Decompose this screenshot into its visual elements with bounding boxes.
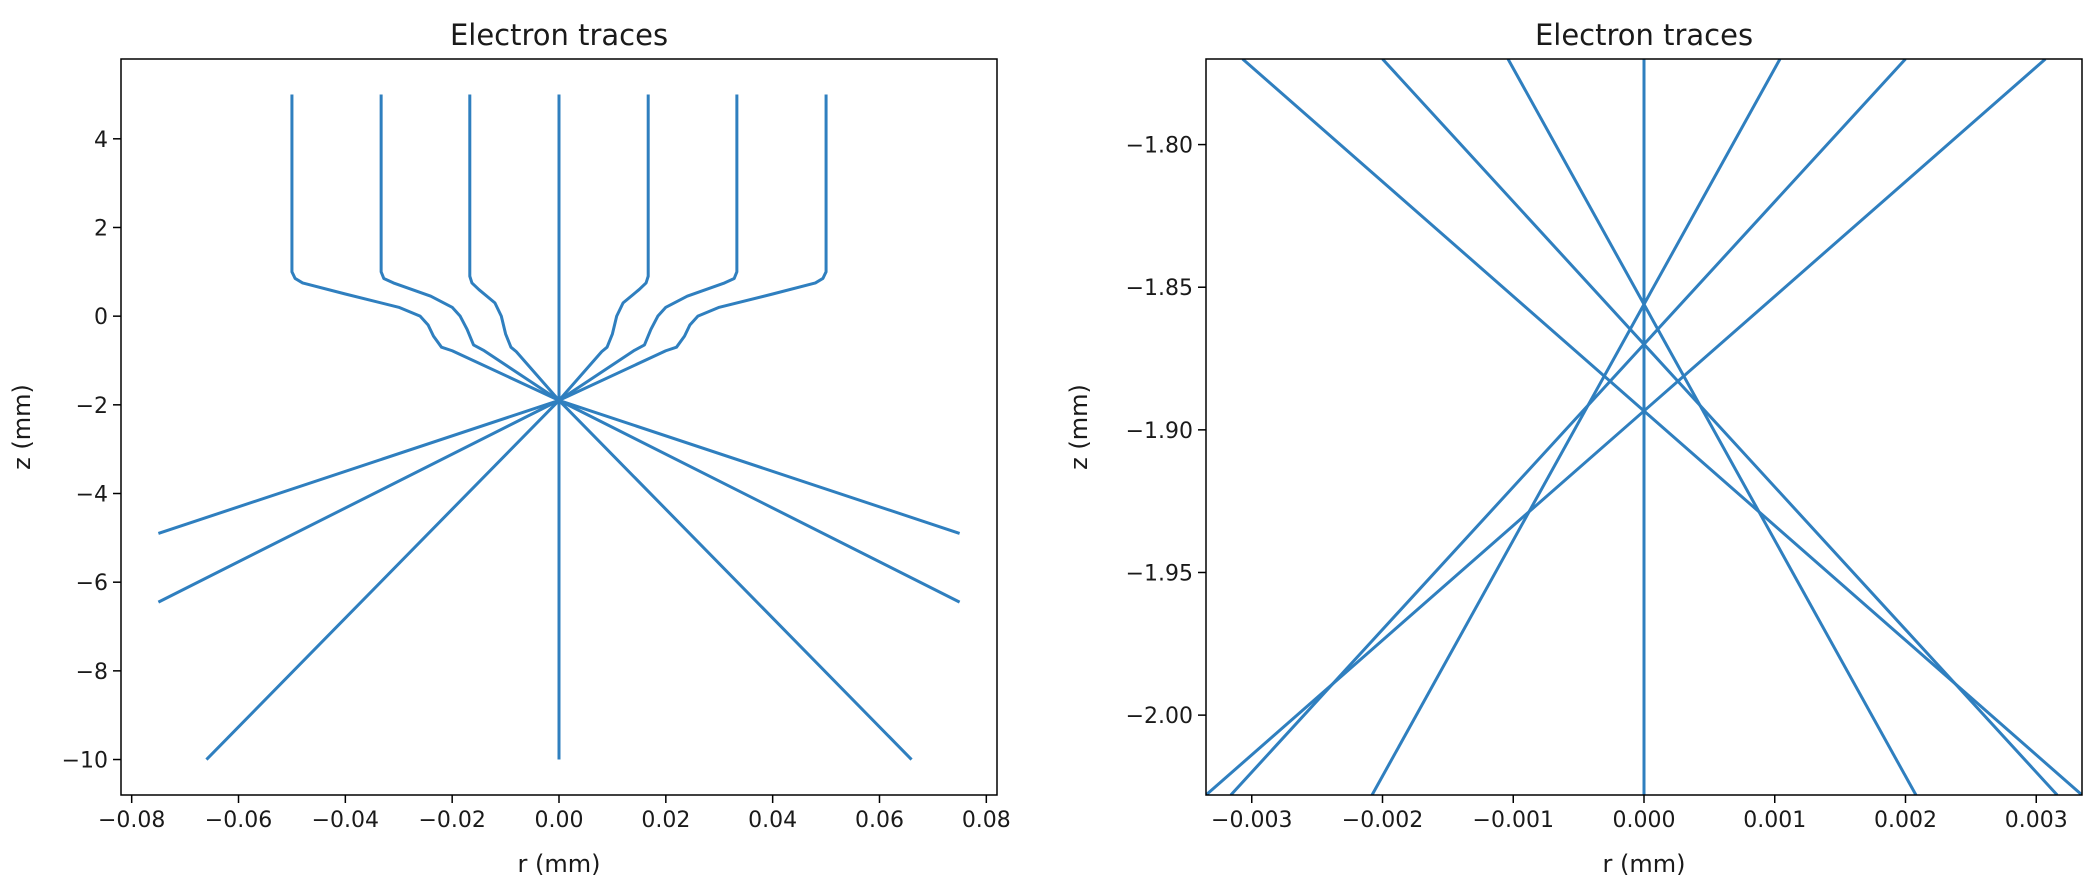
series-line-7	[157, 94, 828, 535]
x-tick-label: −0.02	[418, 808, 485, 833]
y-tick-label: −8	[76, 660, 108, 685]
series-line-6	[157, 94, 739, 604]
x-axis-label: r (mm)	[1603, 850, 1686, 878]
series-line-2	[379, 94, 961, 604]
y-tick-label: 2	[94, 216, 108, 241]
plot-frame	[1205, 58, 2083, 796]
series-line-6	[1229, 59, 1907, 795]
chart-title: Electron traces	[450, 18, 668, 52]
y-axis-label: z (mm)	[8, 384, 36, 470]
chart-left: Electron traces −0.08 −0.06 −0.04 −0.02 0.00…	[8, 18, 1011, 878]
x-tick-label: −0.08	[98, 808, 165, 833]
chart-title: Electron traces	[1535, 18, 1753, 52]
y-tick-label: −2	[76, 394, 108, 419]
series-line-3	[1506, 59, 1918, 795]
y-tick-label: −10	[62, 749, 108, 774]
chart-right: Electron traces −0.003 −0.002 −0.001 0.000 0…	[1065, 18, 2083, 878]
x-tick-label: −0.002	[1342, 808, 1423, 833]
x-tick-label: 0.003	[2005, 808, 2068, 833]
series-line-2	[1381, 59, 2059, 795]
y-tick-label: −1.95	[1126, 561, 1193, 586]
plot-frame	[120, 58, 998, 796]
x-tick-label: −0.001	[1473, 808, 1554, 833]
x-tick-label: 0.002	[1874, 808, 1937, 833]
series-line-1	[290, 94, 961, 535]
series-line-7	[1206, 59, 2047, 795]
y-tick-label: 0	[94, 305, 108, 330]
y-tick-label: −1.90	[1126, 419, 1193, 444]
x-tick-label: 0.06	[855, 808, 904, 833]
y-axis-label: z (mm)	[1065, 384, 1093, 470]
y-tick-label: 4	[94, 128, 108, 153]
y-tick-label: −2.00	[1126, 704, 1193, 729]
series-line-3	[468, 94, 913, 761]
series-line-5	[205, 94, 650, 761]
x-tick-label: 0.00	[535, 808, 584, 833]
x-tick-label: −0.04	[312, 808, 379, 833]
x-tick-label: 0.000	[1613, 808, 1676, 833]
y-tick-label: −1.80	[1126, 134, 1193, 159]
x-tick-label: 0.02	[641, 808, 690, 833]
x-tick-label: 0.04	[748, 808, 797, 833]
y-tick-label: −1.85	[1126, 276, 1193, 301]
series-line-5	[1370, 59, 1782, 795]
series-line-1	[1241, 59, 2082, 795]
x-tick-label: 0.08	[962, 808, 1011, 833]
x-tick-label: 0.001	[1743, 808, 1806, 833]
x-axis-label: r (mm)	[518, 850, 601, 878]
x-tick-label: −0.06	[205, 808, 272, 833]
y-tick-label: −4	[76, 483, 108, 508]
x-tick-label: −0.003	[1211, 808, 1292, 833]
y-tick-label: −6	[76, 571, 108, 596]
